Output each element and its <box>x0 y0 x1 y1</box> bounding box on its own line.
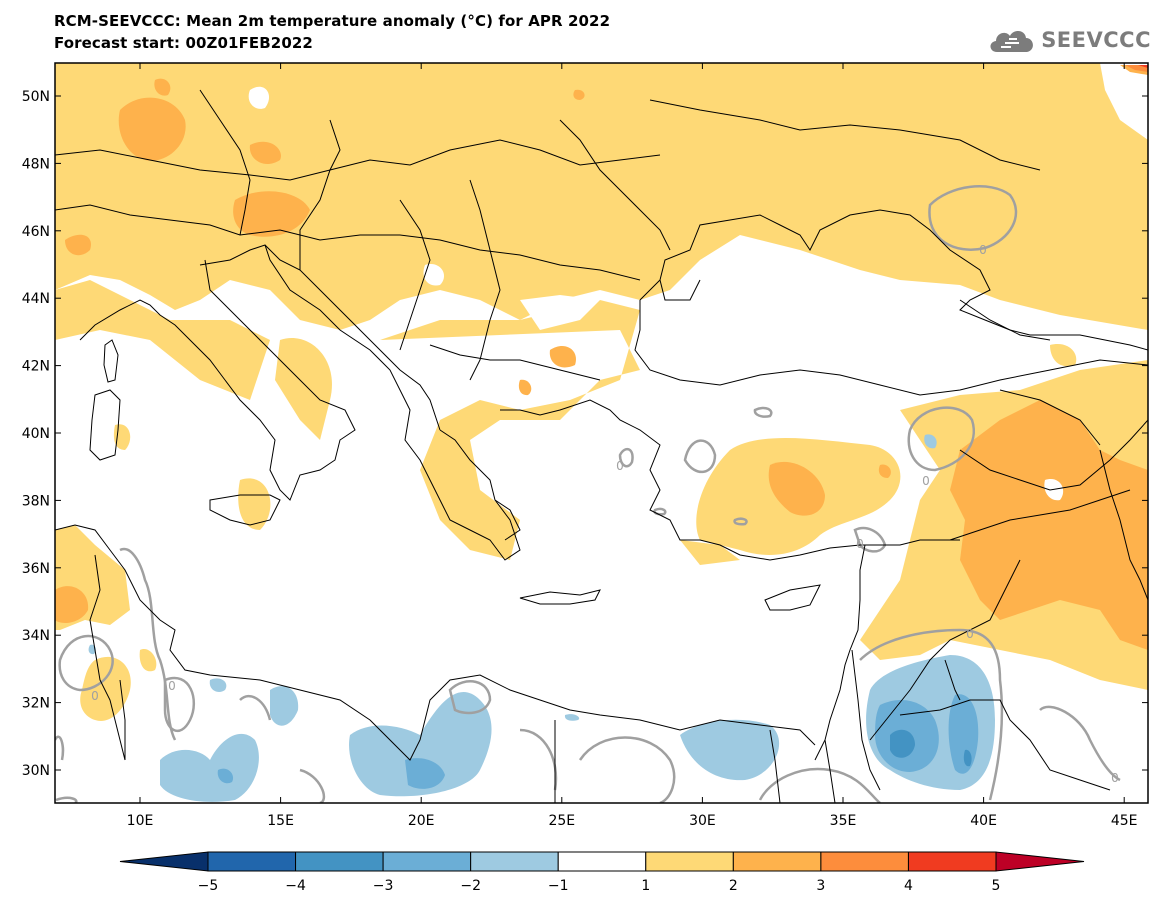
lat-label: 44N <box>22 291 50 307</box>
lat-label: 38N <box>22 493 50 509</box>
colorbar-tick-label: 1 <box>641 878 650 894</box>
lat-label: 50N <box>22 89 50 105</box>
contour-label: 0 <box>979 243 987 257</box>
lon-label: 20E <box>408 813 435 829</box>
longitude-axis: 10E 15E 20E 25E 30E 35E 40E 45E <box>127 63 1138 829</box>
latitude-axis: 50N 48N 46N 44N 42N 40N 38N 36N 34N 32N 30N <box>22 89 1148 779</box>
colorbar-segment <box>382 851 472 872</box>
colorbar-tick-label: 5 <box>992 878 1001 894</box>
lon-label: 25E <box>548 813 575 829</box>
lon-label: 10E <box>127 813 154 829</box>
zero-contours <box>55 185 1121 803</box>
colorbar-segment <box>470 851 559 872</box>
contour-label: 0 <box>922 474 930 488</box>
colorbar-segment <box>907 851 997 872</box>
colorbar-tick-label: −4 <box>285 878 306 894</box>
anomaly-3-4-fill <box>1125 65 1148 72</box>
colorbar-tick-label: 2 <box>729 878 738 894</box>
colorbar-segment <box>295 851 384 872</box>
anomaly-2-3-fill <box>55 65 1148 650</box>
colorbar-tick-label: −1 <box>548 878 569 894</box>
colorbar-upper-extension <box>995 851 1085 872</box>
lon-label: 45E <box>1111 813 1138 829</box>
lat-label: 30N <box>22 763 50 779</box>
colorbar-tick-label: −2 <box>460 878 481 894</box>
colorbar: −5 −4 −3 −2 −1 1 2 3 4 5 <box>119 851 1085 894</box>
colorbar-segment <box>820 851 909 872</box>
lat-label: 34N <box>22 628 50 644</box>
colorbar-segment <box>732 851 822 872</box>
contour-label: 0 <box>616 459 624 473</box>
colorbar-tick-label: 4 <box>904 878 913 894</box>
contour-label: 0 <box>168 679 176 693</box>
lon-label: 30E <box>689 813 716 829</box>
anomaly-minus3-minus4-fill <box>890 729 972 767</box>
contour-label: 0 <box>1111 771 1119 785</box>
contour-label: 0 <box>856 537 864 551</box>
colorbar-lower-extension <box>119 851 209 872</box>
colorbar-segment <box>645 851 734 872</box>
lat-label: 40N <box>22 426 50 442</box>
forecast-start-subtitle: Forecast start: 00Z01FEB2022 <box>54 34 313 52</box>
lat-label: 36N <box>22 561 50 577</box>
logo-text: SEEVCCC <box>1041 28 1151 52</box>
colorbar-tick-label: −3 <box>373 878 394 894</box>
colorbar-segment <box>207 851 297 872</box>
contour-labels: 0 0 0 0 0 0 0 0 <box>91 243 1119 785</box>
anomaly-4-5-fill <box>1138 65 1148 68</box>
lat-label: 32N <box>22 696 50 712</box>
colorbar-segment <box>557 851 647 872</box>
coastlines <box>55 89 1148 803</box>
cloud-logo-icon <box>990 30 1034 52</box>
map-title: RCM-SEEVCCC: Mean 2m temperature anomaly… <box>54 12 611 30</box>
contour-label: 0 <box>91 689 99 703</box>
lat-label: 42N <box>22 359 50 375</box>
colorbar-tick-label: 3 <box>816 878 825 894</box>
colorbar-tick-label: −5 <box>198 878 219 894</box>
lat-label: 46N <box>22 224 50 240</box>
seevccc-logo: SEEVCCC <box>987 22 1151 58</box>
map-panel <box>55 63 1148 803</box>
lon-label: 15E <box>267 813 294 829</box>
contour-label: 0 <box>966 627 974 641</box>
lat-label: 48N <box>22 156 50 172</box>
lon-label: 35E <box>830 813 857 829</box>
lon-label: 40E <box>970 813 997 829</box>
